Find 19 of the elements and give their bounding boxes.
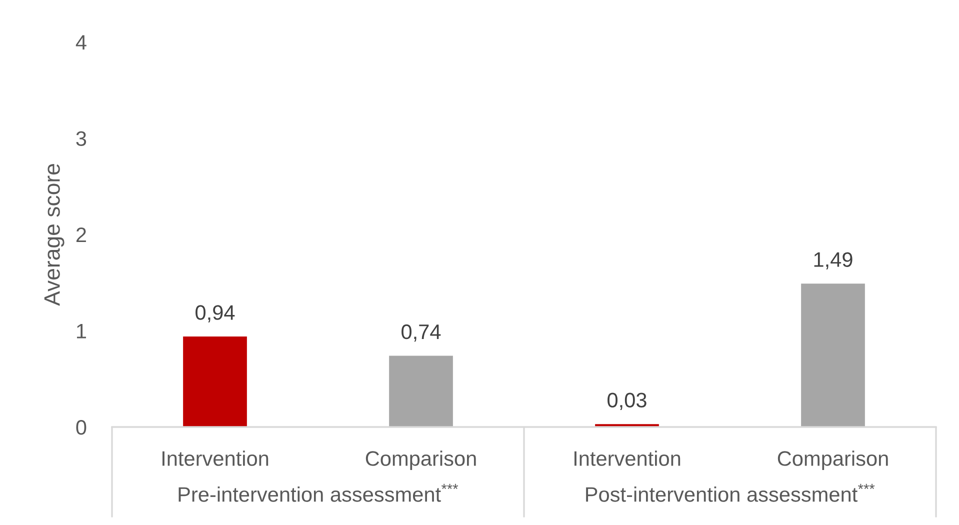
data-label: 0,74 bbox=[402, 324, 441, 342]
y-tick-label: 0 bbox=[76, 420, 86, 435]
data-label: 0,03 bbox=[608, 392, 646, 410]
y-axis-title: Average score bbox=[44, 164, 64, 306]
x-tick-label: Comparison bbox=[778, 450, 888, 470]
y-tick-label: 1 bbox=[77, 324, 86, 338]
x-tick-label: Comparison bbox=[366, 450, 476, 470]
text: Post-intervention assessment$^{***}$ bbox=[586, 484, 875, 502]
y-tick-label: 2 bbox=[76, 228, 86, 242]
text: Pre-intervention assessment$^{***}$ bbox=[178, 484, 458, 502]
bar bbox=[183, 336, 247, 427]
y-tick-label: 3 bbox=[76, 131, 86, 146]
bar bbox=[389, 356, 453, 427]
data-label: 1,49 bbox=[814, 252, 852, 270]
y-tick-label: 4 bbox=[76, 35, 86, 50]
data-label: 0,94 bbox=[196, 305, 235, 322]
x-tick-label: Intervention bbox=[574, 450, 680, 466]
bar bbox=[801, 284, 865, 427]
x-tick-label: Intervention bbox=[162, 450, 268, 466]
